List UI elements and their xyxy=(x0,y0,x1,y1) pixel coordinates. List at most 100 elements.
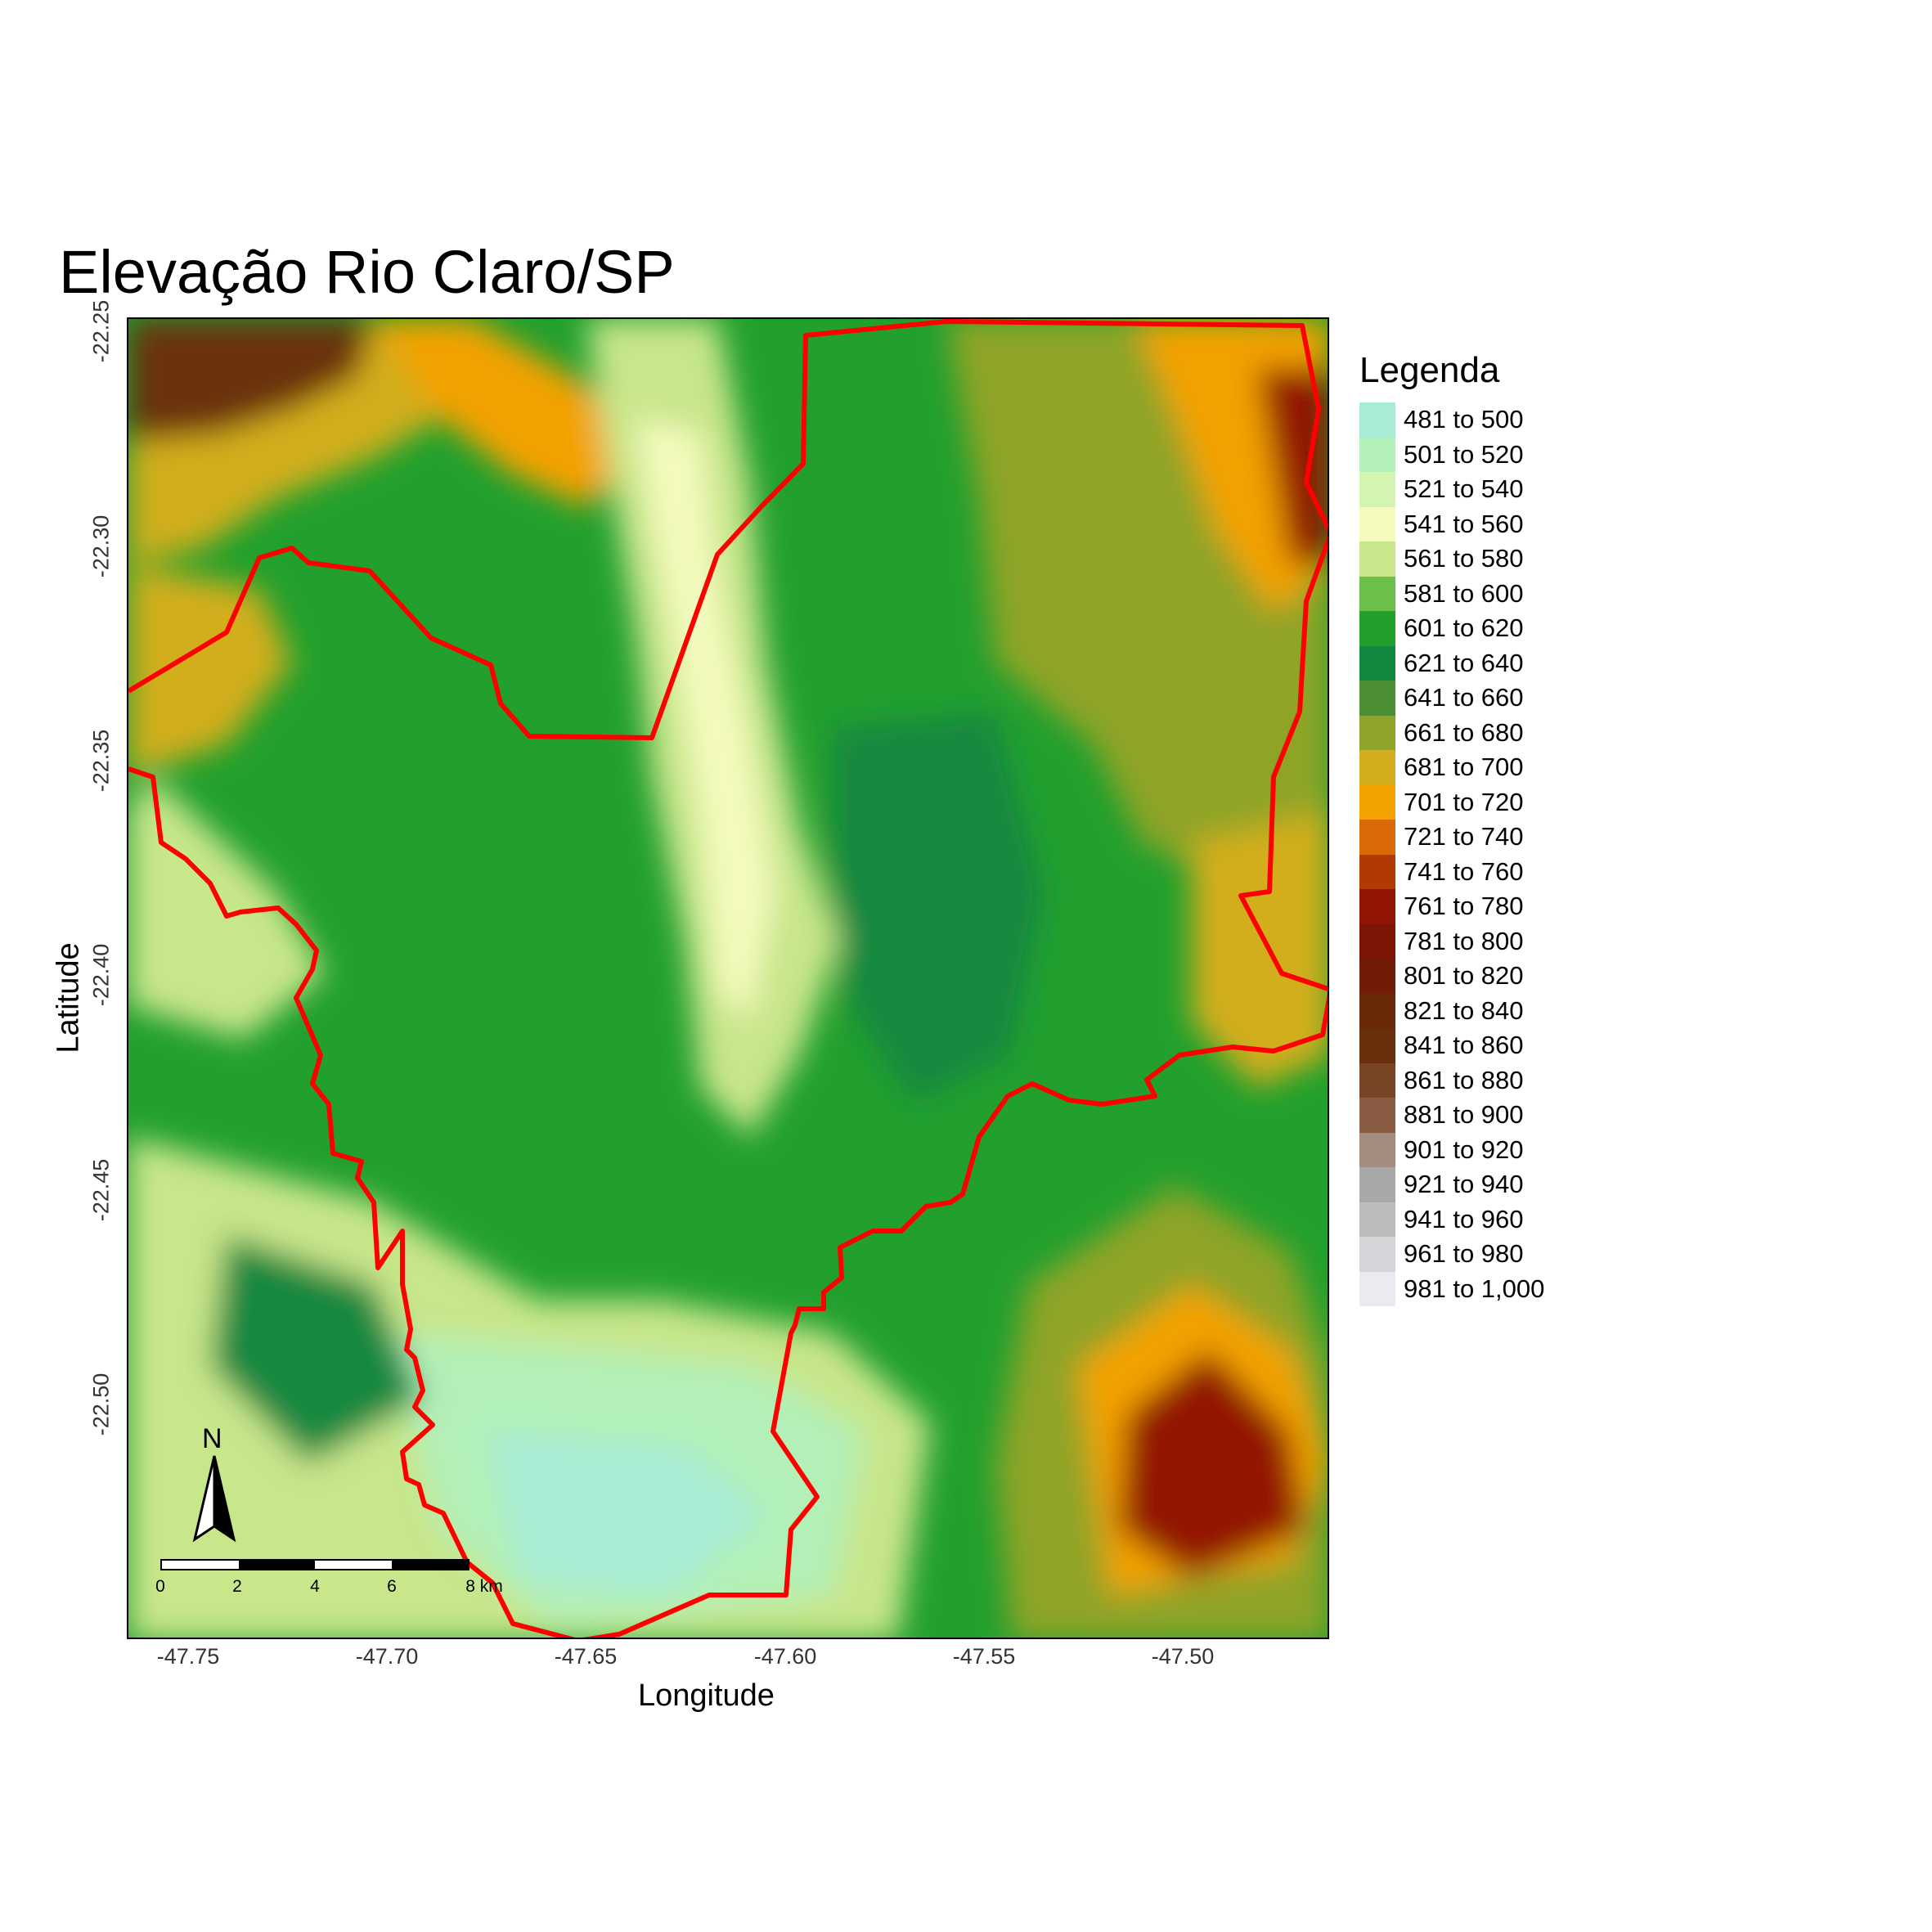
legend-item: 821 to 840 xyxy=(1359,993,1544,1028)
x-tick-label: -47.70 xyxy=(355,1644,419,1669)
legend-item: 861 to 880 xyxy=(1359,1063,1544,1098)
legend-label: 881 to 900 xyxy=(1404,1100,1524,1130)
north-arrow-icon xyxy=(192,1455,236,1543)
scale-label: 4 xyxy=(310,1577,320,1596)
legend-swatch xyxy=(1359,402,1395,438)
scale-label: 8 km xyxy=(465,1577,503,1596)
legend-label: 781 to 800 xyxy=(1404,926,1524,955)
legend-swatch xyxy=(1359,784,1395,820)
legend-swatch xyxy=(1359,437,1395,472)
north-label: N xyxy=(202,1423,222,1454)
legend-item: 721 to 740 xyxy=(1359,820,1544,855)
legend-item: 981 to 1,000 xyxy=(1359,1271,1545,1306)
y-tick-label: -22.50 xyxy=(88,1373,114,1436)
legend-label: 861 to 880 xyxy=(1404,1065,1524,1094)
legend-item: 701 to 720 xyxy=(1359,784,1544,820)
legend-item: 801 to 820 xyxy=(1359,959,1544,994)
legend-swatch xyxy=(1359,472,1395,507)
legend-item: 921 to 940 xyxy=(1359,1167,1544,1202)
legend-label: 621 to 640 xyxy=(1404,648,1524,677)
legend-item: 681 to 700 xyxy=(1359,750,1544,785)
legend-title: Legenda xyxy=(1359,350,1500,390)
legend-item: 781 to 800 xyxy=(1359,923,1544,959)
legend-item: 841 to 860 xyxy=(1359,1028,1544,1063)
legend-item: 961 to 980 xyxy=(1359,1237,1544,1272)
x-tick-label: -47.65 xyxy=(554,1644,618,1669)
x-tick-label: -47.55 xyxy=(952,1644,1016,1669)
legend-item: 661 to 680 xyxy=(1359,715,1544,750)
scale-segment xyxy=(238,1561,315,1569)
legend-swatch xyxy=(1359,1237,1395,1272)
legend-swatch xyxy=(1359,1063,1395,1098)
terrain-north-ridge xyxy=(374,319,644,507)
x-tick-label: -47.75 xyxy=(156,1644,220,1669)
legend-swatch xyxy=(1359,611,1395,646)
legend-label: 581 to 600 xyxy=(1404,578,1524,608)
legend-label: 901 to 920 xyxy=(1404,1134,1524,1164)
legend-item: 901 to 920 xyxy=(1359,1132,1544,1167)
scale-label: 6 xyxy=(387,1577,397,1596)
elevation-map-panel xyxy=(127,317,1329,1639)
legend-label: 701 to 720 xyxy=(1404,787,1524,816)
legend-items: 481 to 500 501 to 520 521 to 540 541 to 560… xyxy=(1359,402,1544,1306)
legend-label: 601 to 620 xyxy=(1404,613,1524,643)
y-tick-label: -22.35 xyxy=(88,729,114,793)
y-tick-label: -22.25 xyxy=(88,299,114,363)
legend-item: 941 to 960 xyxy=(1359,1202,1544,1237)
legend-label: 521 to 540 xyxy=(1404,474,1524,504)
legend-swatch xyxy=(1359,889,1395,924)
terrain-central-floodplain xyxy=(636,417,775,1022)
legend-swatch xyxy=(1359,923,1395,959)
legend-item: 481 to 500 xyxy=(1359,402,1544,438)
legend-label: 841 to 860 xyxy=(1404,1031,1524,1060)
legend-label: 661 to 680 xyxy=(1404,717,1524,747)
legend-swatch xyxy=(1359,1202,1395,1237)
terrain-lowest-area xyxy=(488,1431,766,1595)
scale-segment xyxy=(315,1561,392,1569)
legend-label: 961 to 980 xyxy=(1404,1239,1524,1269)
x-axis-title: Longitude xyxy=(638,1678,775,1713)
scale-segment xyxy=(162,1561,239,1569)
legend-swatch xyxy=(1359,750,1395,785)
y-tick-label: -22.40 xyxy=(88,943,114,1007)
legend-item: 581 to 600 xyxy=(1359,576,1544,611)
legend-item: 621 to 640 xyxy=(1359,645,1544,681)
scale-segment xyxy=(391,1561,468,1569)
legend-label: 921 to 940 xyxy=(1404,1170,1524,1199)
terrain-west-upland xyxy=(128,564,292,777)
legend-item: 641 to 660 xyxy=(1359,681,1544,716)
legend-swatch xyxy=(1359,506,1395,541)
scale-label: 2 xyxy=(232,1577,242,1596)
y-tick-label: -22.30 xyxy=(88,514,114,578)
legend-swatch xyxy=(1359,1271,1395,1306)
legend-label: 741 to 760 xyxy=(1404,856,1524,886)
legend-label: 981 to 1,000 xyxy=(1404,1274,1545,1303)
legend-swatch xyxy=(1359,959,1395,994)
legend-label: 541 to 560 xyxy=(1404,509,1524,538)
municipality-boundary xyxy=(128,319,1328,1638)
legend-swatch xyxy=(1359,854,1395,889)
legend-label: 941 to 960 xyxy=(1404,1204,1524,1233)
legend-label: 761 to 780 xyxy=(1404,892,1524,921)
legend-swatch xyxy=(1359,576,1395,611)
legend-swatch xyxy=(1359,541,1395,577)
scale-label: 0 xyxy=(155,1577,165,1596)
legend-item: 601 to 620 xyxy=(1359,611,1544,646)
terrain-east-upland xyxy=(1192,810,1328,1088)
terrain-nw-peak xyxy=(128,319,374,442)
terrain-ne-peak xyxy=(1257,368,1328,564)
legend-swatch xyxy=(1359,715,1395,750)
terrain-central-highland xyxy=(832,712,1045,1104)
legend-swatch xyxy=(1359,645,1395,681)
legend-swatch xyxy=(1359,1028,1395,1063)
legend-swatch xyxy=(1359,1132,1395,1167)
legend-item: 761 to 780 xyxy=(1359,889,1544,924)
legend-swatch xyxy=(1359,820,1395,855)
legend-label: 721 to 740 xyxy=(1404,822,1524,851)
x-tick-label: -47.60 xyxy=(753,1644,817,1669)
legend-label: 501 to 520 xyxy=(1404,439,1524,469)
legend-swatch xyxy=(1359,681,1395,716)
legend-item: 741 to 760 xyxy=(1359,854,1544,889)
legend-item: 881 to 900 xyxy=(1359,1098,1544,1133)
legend-item: 521 to 540 xyxy=(1359,472,1544,507)
